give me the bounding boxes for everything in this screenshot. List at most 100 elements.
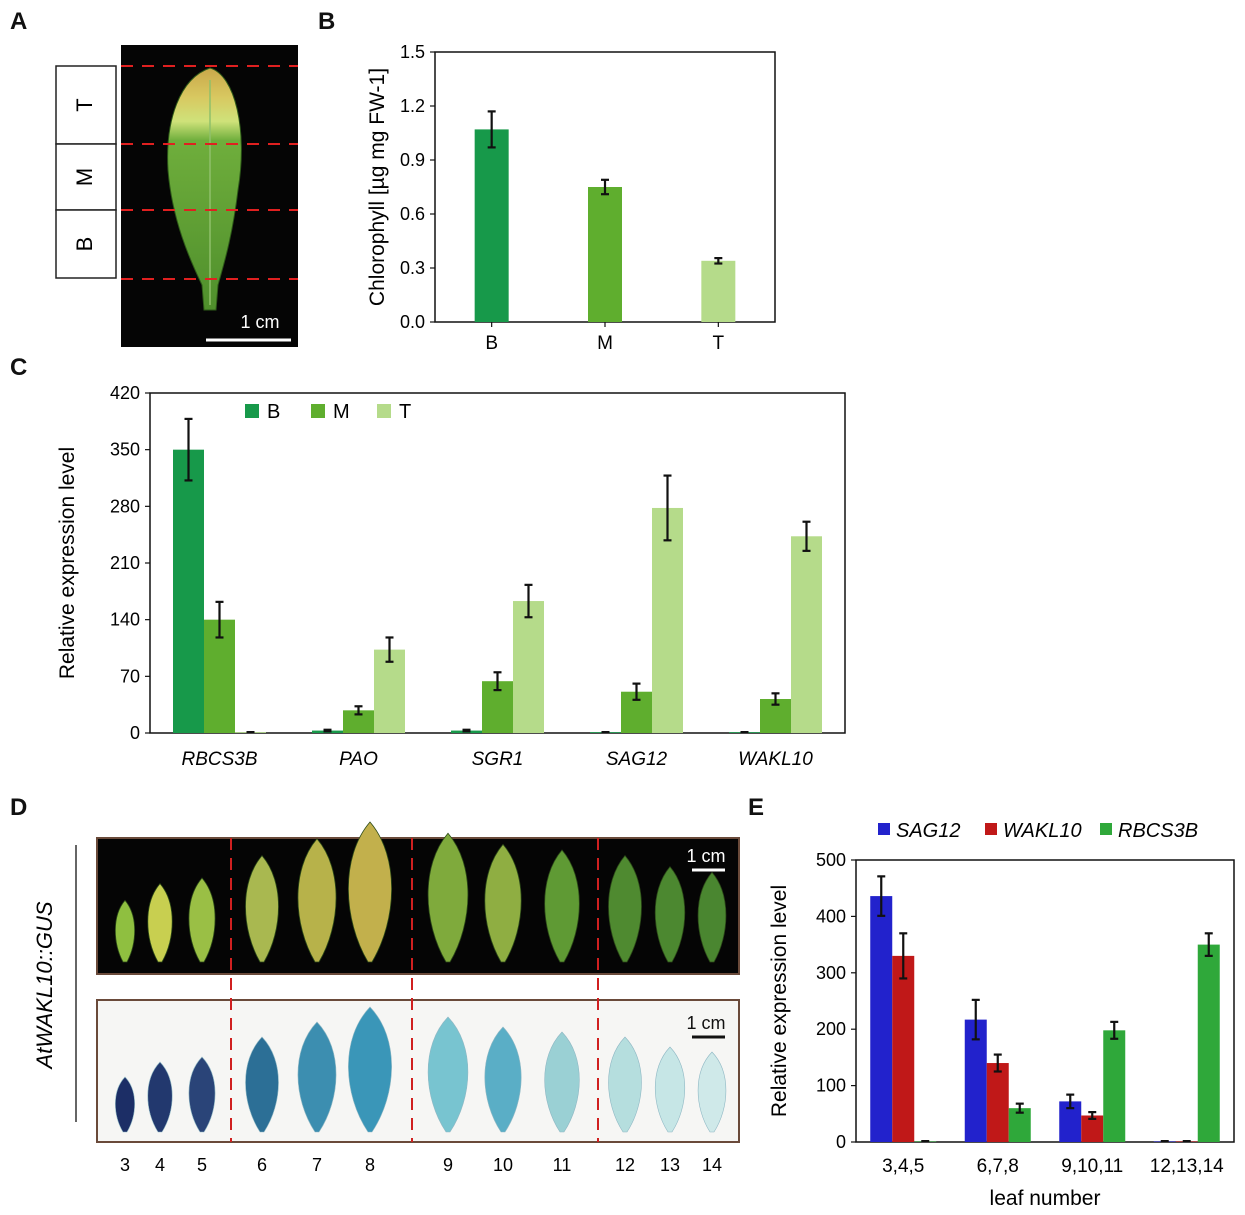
bar-12,13,14-RBCS3B — [1197, 944, 1220, 1142]
y-tick-label: 200 — [816, 1019, 846, 1039]
y-tick-label: 100 — [816, 1076, 846, 1096]
bar-9,10,11-WAKL10 — [1081, 1115, 1104, 1142]
error-bar-6,7,8-WAKL10 — [993, 1053, 1002, 1073]
leaf-top-12 — [608, 854, 642, 963]
y-tick-label: 300 — [816, 963, 846, 983]
panel-letter-d: D — [10, 794, 28, 821]
leaf-gus-14 — [697, 1051, 727, 1133]
leaf-gus-10 — [484, 1026, 522, 1133]
leaf-top-4 — [147, 882, 173, 963]
error-bar-3,4,5-SAG12 — [877, 875, 886, 917]
leaf-number-7: 7 — [312, 1155, 322, 1175]
x-tick-label-SAG12: SAG12 — [606, 749, 668, 770]
bar-T — [701, 260, 736, 322]
leaf-number-4: 4 — [155, 1155, 165, 1175]
legend-label-SAG12: SAG12 — [896, 820, 960, 842]
y-tick-label: 70 — [120, 666, 140, 686]
region-box-m — [55, 143, 117, 211]
x-tick-label-PAO: PAO — [339, 749, 378, 770]
leaf-top-8 — [348, 821, 392, 963]
leaf-gus-11 — [544, 1031, 580, 1133]
legend-swatch-B — [245, 404, 259, 418]
y-tick-label: 0.0 — [400, 312, 425, 332]
leaf-top-3 — [115, 899, 135, 963]
error-bar-B — [487, 110, 496, 149]
error-bar-RBCS3B-M — [215, 600, 224, 639]
x-tick-label-12,13,14: 12,13,14 — [1150, 1156, 1224, 1177]
bar-PAO-T — [374, 649, 405, 733]
x-axis-label: leaf number — [990, 1187, 1101, 1210]
bar-WAKL10-T — [791, 536, 822, 733]
leaf-gus-13 — [654, 1046, 686, 1133]
leaf-number-8: 8 — [365, 1155, 375, 1175]
scale-bar-d-top-label: 1 cm — [686, 846, 725, 866]
x-tick-label-6,7,8: 6,7,8 — [977, 1156, 1019, 1177]
leaf-gus-8 — [348, 1006, 392, 1133]
leaf-number-labels: 3 4 5 6 7 8 9 10 11 12 13 14 — [120, 1155, 722, 1175]
chart-e: 0 100 200 300 400 500 Relative expression leve… — [768, 820, 1235, 1210]
error-bar-WAKL10-M — [771, 692, 780, 706]
scale-bar-a-label: 1 cm — [240, 312, 279, 332]
leaf-top-5 — [188, 877, 216, 963]
error-bar-PAO-T — [385, 636, 394, 663]
y-axis-label: Relative expression level — [56, 447, 79, 679]
leaf-gus-5 — [188, 1056, 216, 1133]
y-tick-label: 500 — [816, 850, 846, 870]
leaf-number-10: 10 — [493, 1155, 513, 1175]
legend-swatch-M — [311, 404, 325, 418]
leaves-top-row — [115, 821, 727, 963]
region-box-b — [55, 209, 117, 279]
panel-a-leaf-figure: T M B 1 cm — [55, 45, 298, 347]
leaf-top-9 — [427, 832, 469, 963]
y-tick-label: 1.2 — [400, 96, 425, 116]
bar-B — [474, 129, 509, 322]
legend-swatch-T — [377, 404, 391, 418]
bar-6,7,8-RBCS3B — [1008, 1108, 1031, 1142]
plot-frame — [855, 859, 1235, 1143]
error-bar-SGR1-T — [524, 583, 533, 619]
y-tick-label: 0 — [836, 1132, 846, 1152]
leaf-gus-12 — [608, 1036, 642, 1133]
error-bar-9,10,11-RBCS3B — [1110, 1020, 1119, 1040]
error-bar-9,10,11-SAG12 — [1066, 1093, 1075, 1110]
legend-label-WAKL10: WAKL10 — [1003, 820, 1082, 842]
error-bar-RBCS3B-B — [184, 417, 193, 482]
panel-d-figure: AtWAKL10::GUS 1 cm 1 cm 3 4 5 6 7 8 9 10 11 12 13 1… — [32, 821, 740, 1175]
chart-b: 0.0 0.3 0.6 0.9 1.2 1.5 Chlorophyll [µg mg FW-… — [366, 42, 776, 354]
x-tick-label-M: M — [597, 333, 613, 354]
bar-6,7,8-WAKL10 — [986, 1063, 1009, 1142]
leaf-image — [167, 67, 242, 311]
x-tick-label-SGR1: SGR1 — [472, 749, 524, 770]
error-bar-T — [714, 257, 723, 265]
error-bar-3,4,5-WAKL10 — [899, 932, 908, 980]
y-tick-label: 0 — [130, 723, 140, 743]
y-axis-label: Relative expression level — [768, 885, 791, 1117]
bar-M — [588, 187, 622, 322]
y-tick-label: 0.3 — [400, 258, 425, 278]
error-bar-SAG12-M — [632, 682, 641, 701]
legend-label-M: M — [333, 401, 350, 423]
error-bar-9,10,11-WAKL10 — [1088, 1111, 1097, 1120]
x-tick-label-RBCS3B: RBCS3B — [181, 749, 257, 770]
y-tick-label: 400 — [816, 906, 846, 926]
bar-PAO-M — [343, 710, 374, 733]
x-tick-label-B: B — [485, 333, 498, 354]
error-bar-SAG12-T — [663, 474, 672, 542]
bar-3,4,5-WAKL10 — [892, 955, 915, 1142]
legend-label-T: T — [399, 401, 411, 423]
y-tick-label: 210 — [110, 553, 140, 573]
y-tick-label: 280 — [110, 496, 140, 516]
error-bar-PAO-M — [354, 705, 363, 716]
chart-c: 0 70 140 210 280 350 420 Relative expression le… — [56, 383, 846, 770]
y-tick-label: 0.6 — [400, 204, 425, 224]
leaf-gus-3 — [115, 1076, 135, 1133]
leaf-number-5: 5 — [197, 1155, 207, 1175]
error-bar-WAKL10-T — [802, 520, 811, 552]
error-bar-SGR1-B — [462, 728, 471, 733]
bar-RBCS3B-B — [173, 449, 204, 733]
leaf-gus-6 — [245, 1036, 279, 1133]
panel-letter-c: C — [10, 354, 28, 381]
panel-letter-e: E — [748, 794, 765, 821]
legend-label-RBCS3B: RBCS3B — [1118, 820, 1198, 842]
